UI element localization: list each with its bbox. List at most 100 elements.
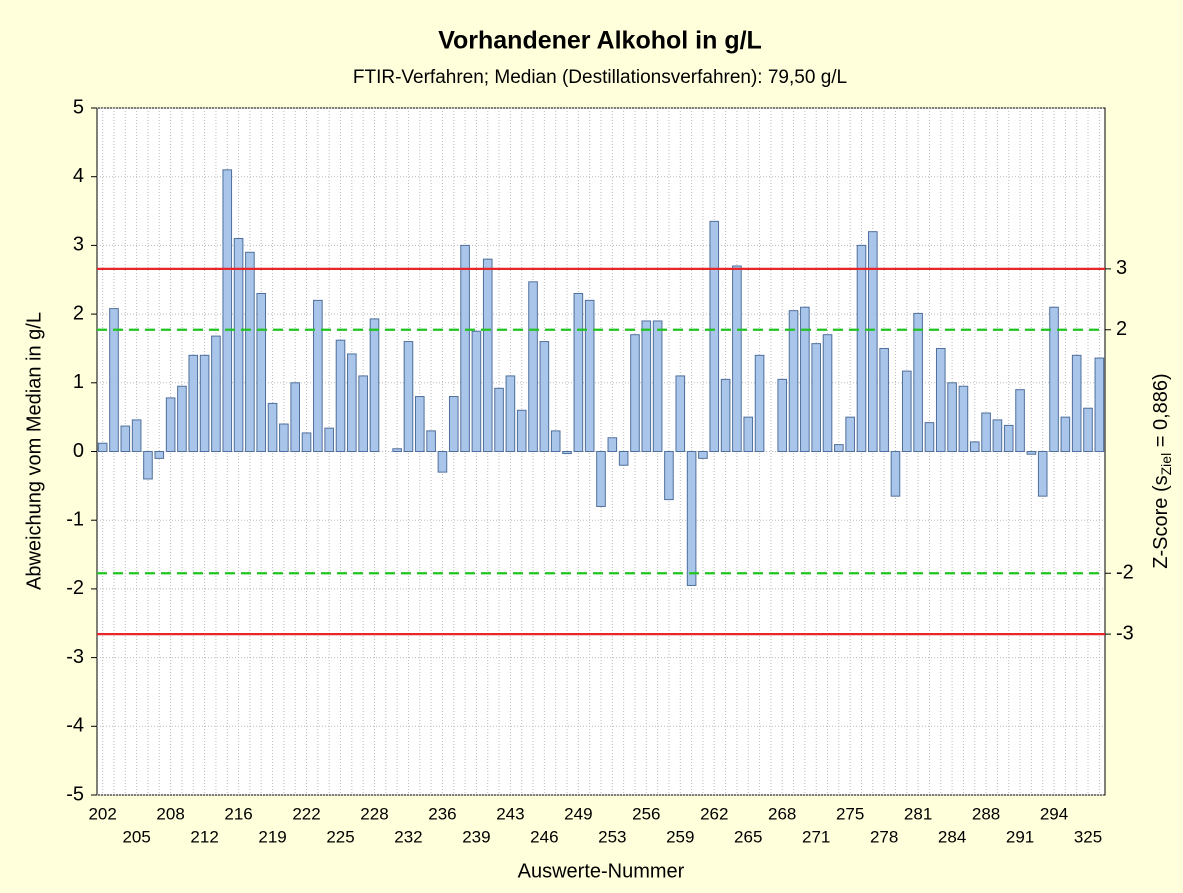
bar bbox=[414, 396, 425, 453]
bar bbox=[788, 310, 799, 453]
x-tick-label: 219 bbox=[258, 827, 286, 846]
bar bbox=[1037, 451, 1048, 497]
y2-title-part: Z-Score (s bbox=[1150, 475, 1172, 568]
bar bbox=[596, 451, 606, 507]
y2-axis-title: Z-Score (sZiel = 0,886) bbox=[1150, 373, 1173, 568]
bar bbox=[652, 320, 663, 452]
bar bbox=[313, 299, 323, 452]
y-tick-label: 1 bbox=[73, 371, 84, 393]
bar bbox=[1026, 451, 1037, 455]
bar bbox=[890, 451, 901, 497]
y-tick-label: 4 bbox=[73, 165, 84, 187]
bar bbox=[199, 354, 210, 453]
bar bbox=[607, 437, 618, 453]
bar bbox=[97, 442, 108, 453]
bar bbox=[245, 251, 255, 452]
bar bbox=[958, 385, 969, 452]
y-tick-label: -3 bbox=[66, 646, 84, 668]
bar bbox=[1071, 354, 1082, 453]
bar bbox=[834, 444, 844, 453]
bar bbox=[109, 308, 119, 452]
bar bbox=[335, 339, 346, 452]
bar bbox=[935, 347, 946, 453]
chart-title: Vorhandener Alkohol in g/L bbox=[438, 27, 762, 55]
bar bbox=[482, 258, 493, 453]
x-tick-label: 205 bbox=[122, 827, 150, 846]
bar bbox=[516, 409, 527, 452]
x-tick-label: 268 bbox=[768, 804, 796, 823]
x-tick-label: 236 bbox=[428, 804, 456, 823]
bar bbox=[494, 387, 504, 452]
bar bbox=[471, 330, 482, 452]
bar bbox=[800, 306, 810, 453]
bar bbox=[879, 347, 889, 453]
bar bbox=[868, 231, 878, 452]
bar bbox=[165, 397, 176, 452]
bar bbox=[641, 320, 652, 452]
bar bbox=[301, 432, 312, 452]
bar bbox=[403, 341, 414, 452]
bar bbox=[267, 402, 278, 453]
bar bbox=[528, 281, 538, 452]
bar bbox=[290, 382, 301, 452]
bar bbox=[505, 375, 516, 452]
bar bbox=[822, 334, 833, 452]
bar bbox=[550, 430, 561, 453]
x-tick-label: 281 bbox=[904, 804, 932, 823]
y2-tick-label: 2 bbox=[1116, 318, 1127, 340]
y-tick-label: 2 bbox=[73, 302, 84, 324]
bar bbox=[222, 169, 233, 453]
x-tick-label: 249 bbox=[564, 804, 592, 823]
y2-tick-label: -2 bbox=[1116, 562, 1134, 584]
x-tick-label: 243 bbox=[496, 804, 524, 823]
y-tick-label: -1 bbox=[66, 508, 84, 530]
bar bbox=[1083, 407, 1093, 452]
x-tick-label: 225 bbox=[326, 827, 354, 846]
x-tick-label: 294 bbox=[1040, 804, 1068, 823]
x-tick-label: 256 bbox=[632, 804, 660, 823]
bar bbox=[924, 422, 935, 452]
x-tick-label: 216 bbox=[224, 804, 252, 823]
bar bbox=[573, 292, 584, 452]
y-tick-label: 5 bbox=[73, 96, 84, 118]
y-tick-label: -2 bbox=[66, 577, 84, 599]
bar bbox=[732, 265, 742, 453]
bar bbox=[947, 382, 957, 452]
bar bbox=[177, 385, 187, 452]
y2-tick-label: -3 bbox=[1116, 622, 1134, 644]
y-tick-label: 3 bbox=[73, 234, 84, 256]
bar bbox=[686, 451, 697, 586]
x-tick-label: 278 bbox=[870, 827, 898, 846]
bar bbox=[664, 451, 674, 501]
bar bbox=[211, 335, 221, 453]
bar bbox=[901, 370, 912, 452]
x-tick-label: 262 bbox=[700, 804, 728, 823]
bar bbox=[811, 343, 821, 452]
x-tick-label: 222 bbox=[292, 804, 320, 823]
bar bbox=[720, 378, 731, 452]
y-tick-label: 0 bbox=[73, 440, 84, 462]
bar bbox=[698, 451, 708, 459]
bar bbox=[992, 419, 1003, 453]
y2-tick-label: 3 bbox=[1116, 257, 1127, 279]
bar bbox=[856, 244, 867, 452]
bar bbox=[1015, 389, 1025, 453]
y2-title-sub: Ziel bbox=[1158, 453, 1174, 476]
x-tick-label: 202 bbox=[88, 804, 116, 823]
bar bbox=[279, 423, 289, 452]
y-axis-title: Abweichung vom Median in g/L bbox=[23, 312, 45, 590]
bar bbox=[131, 419, 142, 453]
bar bbox=[347, 353, 357, 453]
bar bbox=[562, 451, 572, 455]
bar bbox=[256, 292, 267, 452]
bar bbox=[1060, 416, 1071, 452]
bar bbox=[618, 451, 629, 466]
bar bbox=[743, 416, 754, 452]
bar bbox=[143, 451, 153, 480]
bar bbox=[969, 441, 980, 452]
x-tick-label: 271 bbox=[802, 827, 830, 846]
x-tick-label: 265 bbox=[734, 827, 762, 846]
x-axis-title: Auswerte-Nummer bbox=[518, 860, 685, 882]
bar bbox=[369, 318, 380, 452]
